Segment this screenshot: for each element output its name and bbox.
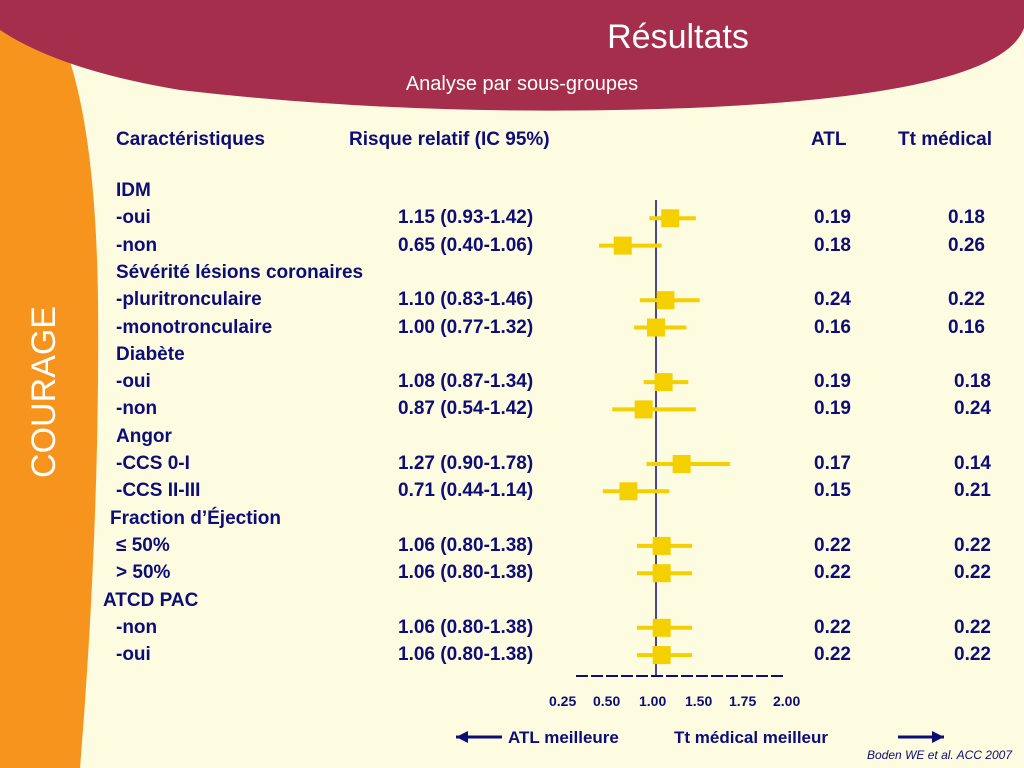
row-label: > 50% bbox=[116, 562, 171, 584]
row-relative-risk: 0.65 (0.40-1.06) bbox=[398, 234, 534, 256]
row-atl-value: 0.22 bbox=[814, 562, 851, 584]
side-band bbox=[0, 0, 99, 768]
rr-marker bbox=[652, 536, 671, 555]
row-label: -pluritronculaire bbox=[116, 289, 262, 311]
row-relative-risk: 1.06 (0.80-1.38) bbox=[398, 562, 534, 584]
row-atl-value: 0.22 bbox=[814, 534, 851, 556]
row-relative-risk: 1.27 (0.90-1.78) bbox=[398, 453, 534, 474]
row-label: -CCS II-III bbox=[116, 480, 201, 502]
group-label: Fraction d’Éjection bbox=[110, 507, 282, 529]
group-label: IDM bbox=[116, 180, 151, 201]
row-medical-value: 0.22 bbox=[954, 534, 991, 556]
side-label: COURAGE bbox=[25, 306, 63, 478]
group-label: Diabète bbox=[116, 343, 185, 365]
row-atl-value: 0.24 bbox=[814, 289, 851, 311]
row-label: -oui bbox=[116, 207, 151, 229]
rr-marker bbox=[656, 291, 675, 310]
row-relative-risk: 1.06 (0.80-1.38) bbox=[398, 616, 534, 638]
x-tick-label: 1.75 bbox=[729, 693, 757, 709]
row-atl-value: 0.19 bbox=[814, 398, 851, 420]
row-atl-value: 0.22 bbox=[814, 644, 851, 666]
x-tick-label: 1.50 bbox=[685, 693, 713, 709]
rr-marker bbox=[654, 373, 673, 392]
column-relative-risk: Risque relatif (IC 95%) bbox=[349, 129, 550, 150]
row-label: -oui bbox=[116, 371, 151, 393]
row-medical-value: 0.26 bbox=[948, 234, 985, 256]
group-label: Angor bbox=[116, 425, 172, 447]
column-medical: Tt médical bbox=[898, 129, 992, 150]
row-label: -non bbox=[116, 398, 158, 420]
row-relative-risk: 0.87 (0.54-1.42) bbox=[398, 398, 534, 420]
row-atl-value: 0.19 bbox=[814, 371, 851, 393]
row-relative-risk: 1.08 (0.87-1.34) bbox=[398, 371, 534, 393]
row-label: -non bbox=[116, 234, 158, 256]
x-tick-label: 1.00 bbox=[639, 693, 667, 709]
left-arrow-label: ATL meilleure bbox=[508, 728, 619, 747]
row-relative-risk: 1.00 (0.77-1.32) bbox=[398, 316, 534, 338]
row-medical-value: 0.22 bbox=[954, 562, 991, 584]
row-medical-value: 0.18 bbox=[948, 207, 985, 229]
rr-marker bbox=[647, 318, 665, 337]
rr-marker bbox=[661, 209, 680, 228]
rr-marker bbox=[619, 482, 638, 501]
x-tick-label: 0.25 bbox=[549, 693, 577, 709]
row-atl-value: 0.17 bbox=[814, 453, 851, 474]
row-atl-value: 0.19 bbox=[814, 207, 851, 229]
forest-plot bbox=[456, 200, 944, 743]
row-medical-value: 0.14 bbox=[954, 453, 991, 474]
column-characteristics: Caractéristiques bbox=[116, 129, 265, 150]
header-banner bbox=[0, 0, 1024, 111]
row-relative-risk: 1.10 (0.83-1.46) bbox=[398, 289, 534, 311]
row-medical-value: 0.22 bbox=[954, 616, 991, 638]
group-label: ATCD PAC bbox=[103, 589, 199, 611]
rr-marker bbox=[652, 646, 671, 665]
rr-marker bbox=[652, 618, 671, 637]
row-atl-value: 0.15 bbox=[814, 480, 851, 502]
rr-marker bbox=[613, 236, 632, 255]
row-relative-risk: 1.15 (0.93-1.42) bbox=[398, 207, 534, 229]
page-title: Résultats bbox=[607, 18, 749, 56]
row-atl-value: 0.22 bbox=[814, 616, 851, 638]
rr-marker bbox=[672, 455, 691, 473]
row-atl-value: 0.16 bbox=[814, 316, 851, 338]
row-medical-value: 0.16 bbox=[948, 316, 985, 338]
column-atl: ATL bbox=[811, 129, 847, 150]
row-relative-risk: 1.06 (0.80-1.38) bbox=[398, 534, 534, 556]
page-subtitle: Analyse par sous-groupes bbox=[406, 73, 638, 95]
row-medical-value: 0.18 bbox=[954, 371, 991, 393]
row-medical-value: 0.21 bbox=[954, 480, 991, 502]
row-label: -non bbox=[116, 616, 158, 638]
x-tick-label: 0.50 bbox=[593, 693, 621, 709]
row-label: -monotronculaire bbox=[116, 316, 273, 338]
row-medical-value: 0.24 bbox=[954, 398, 991, 420]
rr-marker bbox=[634, 400, 653, 419]
row-label: ≤ 50% bbox=[116, 534, 170, 556]
row-relative-risk: 0.71 (0.44-1.14) bbox=[398, 480, 534, 502]
row-relative-risk: 1.06 (0.80-1.38) bbox=[398, 644, 534, 666]
x-tick-label: 2.00 bbox=[773, 693, 801, 709]
row-label: -oui bbox=[116, 644, 151, 666]
group-label: Sévérité lésions coronaires bbox=[116, 261, 364, 283]
right-arrow-label: Tt médical meilleur bbox=[674, 728, 828, 747]
row-atl-value: 0.18 bbox=[814, 234, 851, 256]
row-medical-value: 0.22 bbox=[948, 289, 985, 311]
left-arrow-icon bbox=[456, 731, 502, 743]
row-label: -CCS 0-I bbox=[116, 453, 190, 474]
right-arrow-icon bbox=[898, 731, 944, 743]
source-citation: Boden WE et al. ACC 2007 bbox=[867, 748, 1012, 762]
row-medical-value: 0.22 bbox=[954, 644, 991, 666]
rr-marker bbox=[652, 564, 671, 583]
